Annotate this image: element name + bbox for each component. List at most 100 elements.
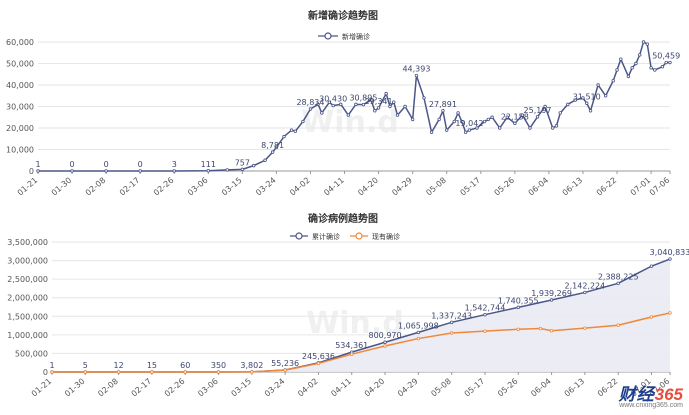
legend[interactable]: 新增确诊 [318, 32, 370, 41]
data-point [216, 370, 221, 374]
data-point [116, 370, 121, 374]
data-label: 25,197 [524, 106, 552, 115]
data-point [316, 361, 321, 366]
data-point [270, 150, 275, 154]
data-point [274, 145, 279, 150]
data-point [626, 74, 631, 79]
x-tick-label: 01-30 [50, 176, 74, 198]
data-point [554, 124, 559, 128]
x-tick-label: 05-17 [463, 377, 487, 399]
data-point [36, 169, 40, 173]
data-point [630, 66, 634, 70]
x-tick-label: 04-02 [296, 377, 320, 399]
data-point [668, 60, 672, 65]
data-label: 1,337,243 [431, 311, 472, 320]
plot-area: 0 10,000 20,000 30,000 40,000 50,000 60,000 01-… [6, 38, 680, 197]
data-point [634, 61, 638, 66]
x-tick-label: 02-26 [152, 176, 176, 198]
legend-label: 累计确诊 [312, 232, 340, 241]
data-point [460, 119, 464, 124]
data-point [414, 73, 419, 78]
data-point [282, 134, 286, 139]
legend-marker [295, 232, 303, 240]
data-point [583, 326, 587, 330]
data-point [183, 370, 187, 374]
x-tick-label: 06-22 [595, 176, 619, 198]
x-tick-label: 06-04 [529, 377, 553, 399]
data-label: 5 [83, 361, 88, 370]
data-point [445, 128, 449, 132]
data-label: 27,891 [429, 100, 457, 109]
data-point [416, 336, 421, 341]
legend-item-0[interactable]: 累计确诊 [290, 232, 340, 241]
y-tick-label: 1,000,000 [7, 331, 48, 340]
data-label: 1,065,998 [398, 321, 439, 330]
data-point [483, 329, 487, 333]
y-tick-label: 60,000 [6, 38, 34, 47]
data-point [410, 117, 415, 122]
data-point [520, 113, 525, 117]
data-point [316, 102, 320, 107]
y-tick-label: 40,000 [6, 81, 34, 90]
series-area [52, 259, 670, 372]
data-point [550, 126, 555, 130]
legend-marker [355, 232, 363, 240]
data-point [611, 78, 615, 83]
x-tick-label: 07-06 [648, 176, 672, 198]
data-point [449, 320, 454, 325]
data-label: 15 [147, 361, 157, 370]
cumulative-cases-chart-svg: 确诊病例趋势图 累计确诊 现有确诊 Win.d 0500,0001,000,00… [7, 212, 689, 399]
data-point [505, 115, 509, 119]
y-tick-label: 50,000 [6, 60, 34, 69]
data-point [369, 98, 373, 102]
data-point [645, 42, 649, 46]
data-point [660, 65, 665, 69]
data-point [263, 158, 267, 162]
data-label: 31,510 [573, 92, 601, 101]
data-point [467, 128, 472, 132]
data-label: 2,142,224 [565, 281, 606, 290]
y-tick-label: 10,000 [6, 146, 34, 155]
data-point [441, 109, 445, 113]
y-tick-label: 3,000,000 [7, 257, 48, 266]
y-tick-label: 2,500,000 [7, 275, 48, 284]
data-label: 60 [180, 361, 190, 370]
data-point [392, 100, 396, 104]
data-point [383, 340, 387, 344]
x-tick-label: 04-20 [363, 377, 387, 399]
data-point [463, 130, 468, 134]
data-point [320, 111, 324, 115]
x-tick-label: 07-01 [629, 176, 653, 198]
data-label: 350 [211, 361, 226, 370]
x-tick-label: 03-15 [230, 377, 254, 399]
data-label: 55,236 [271, 359, 299, 368]
legend-label: 现有确诊 [372, 232, 400, 241]
data-point [150, 370, 154, 374]
data-point [437, 117, 441, 122]
x-tick-label: 01-21 [30, 377, 54, 399]
data-point [603, 94, 608, 98]
data-point [581, 96, 585, 100]
cumulative-cases-chart: 确诊病例趋势图 累计确诊 现有确诊 Win.d 0 500,000 1,000,00… [0, 205, 689, 411]
x-tick-label: 04-11 [322, 176, 346, 198]
data-label: 8,781 [261, 141, 284, 150]
x-tick-label: 04-20 [356, 176, 380, 198]
new-cases-chart-svg: 新增确诊趋势图 新增确诊 Win.d 0 10,000 20,000 30,000 40… [6, 9, 680, 197]
x-tick-label: 04-02 [288, 176, 312, 198]
data-point [641, 40, 646, 44]
data-label: 1,542,744 [465, 304, 506, 313]
x-tick-label: 05-26 [496, 377, 520, 399]
data-label: 50,459 [652, 52, 680, 61]
data-point [225, 168, 229, 172]
data-point [668, 311, 672, 315]
data-label: 3 [172, 160, 177, 169]
new-cases-chart: 新增确诊趋势图 新增确诊 Win.d 0 10,000 20,000 30,000 40… [0, 0, 689, 205]
x-tick-label: 05-08 [429, 377, 453, 399]
data-point [70, 169, 74, 173]
legend-item-1[interactable]: 现有确诊 [350, 232, 400, 241]
data-point [376, 106, 381, 110]
data-label: 30,430 [319, 95, 347, 104]
data-label: 757 [235, 158, 250, 167]
x-tick-label: 03-06 [186, 176, 210, 198]
data-point [388, 104, 392, 109]
